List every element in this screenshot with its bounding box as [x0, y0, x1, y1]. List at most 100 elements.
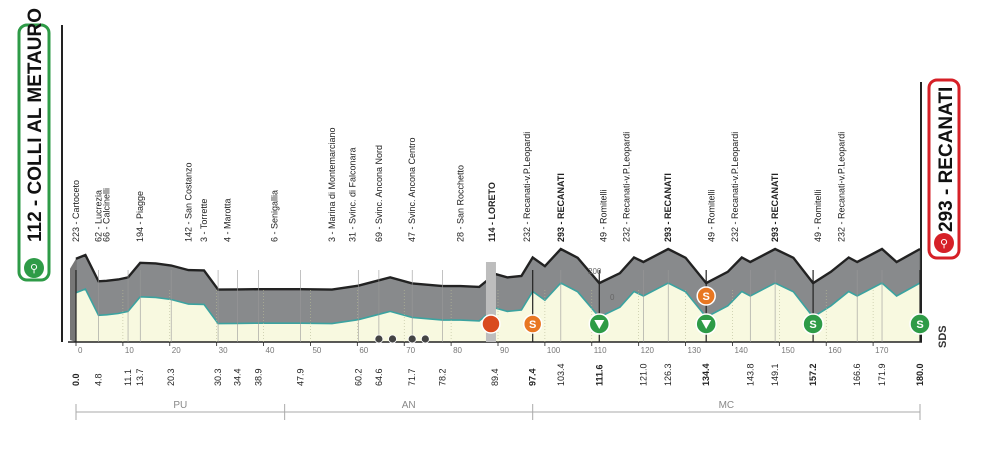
tunnel-icon — [388, 334, 397, 344]
region-label: MC — [719, 400, 735, 411]
distance-label: 13.7 — [135, 368, 145, 386]
svg-text:⚲: ⚲ — [30, 263, 38, 275]
distance-label: 121.0 — [638, 363, 648, 386]
place-label: 293 - RECANATI — [663, 173, 673, 242]
distance-label: 111.6 — [594, 364, 604, 386]
distance-label: 149.1 — [770, 363, 780, 386]
place-label: 47 - Svinc. Ancona Centro — [407, 137, 417, 242]
start-banner: 112 - COLLI AL METAURO ⚲ — [17, 8, 51, 282]
sprint-icon-letter: S — [703, 291, 710, 303]
distance-label: 157.2 — [808, 363, 818, 386]
feed-zone-band — [485, 262, 496, 342]
start-bike-icon — [24, 258, 44, 278]
distance-label: 64.6 — [374, 368, 384, 386]
tick-label: 120 — [641, 346, 655, 355]
distance-label: 97.4 — [528, 368, 538, 386]
sprint-icon — [696, 286, 716, 306]
scale-label-200: 200 — [588, 267, 602, 276]
distance-label: 47.9 — [296, 368, 306, 386]
gpm-triangle-icon — [594, 320, 605, 329]
profile-edge — [75, 282, 921, 325]
place-label: 62 - Lucrezia — [94, 190, 104, 242]
region-label: PU — [173, 400, 187, 411]
distance-label: 34.4 — [232, 368, 242, 386]
distance-label: 30.3 — [213, 368, 223, 386]
tunnel-icon — [374, 334, 384, 344]
place-label: 293 - RECANATI — [556, 173, 566, 242]
distance-label: 166.6 — [852, 363, 862, 386]
distance-label: 126.3 — [663, 363, 673, 386]
tick-label: 40 — [266, 346, 275, 355]
place-label: 293 - RECANATI — [770, 173, 780, 242]
gpm-triangle-icon — [701, 320, 712, 329]
tunnel-icon — [420, 334, 430, 344]
tick-label: 150 — [781, 346, 795, 355]
profile-ridge-line — [75, 247, 921, 291]
tick-label: 50 — [312, 346, 321, 355]
place-label: 4 - Marotta — [222, 198, 232, 242]
distance-label: 78.2 — [438, 368, 448, 386]
region-label: AN — [402, 400, 416, 411]
distance-label: 11.1 — [123, 369, 133, 386]
intermediate-sprint-letter: S — [809, 319, 816, 331]
scale-label-0: 0 — [610, 293, 615, 302]
brand-logo: SDS — [937, 325, 949, 348]
distance-label: 71.7 — [407, 368, 417, 386]
tick-label: 170 — [875, 346, 889, 355]
distance-label: 180.0 — [915, 363, 925, 386]
tick-label: 60 — [359, 346, 368, 355]
place-label: 194 - Piagge — [135, 191, 145, 242]
finish-banner: 293 - RECANATI ⚲ — [927, 78, 961, 260]
place-label: 142 - San Costanzo — [184, 162, 194, 242]
place-label: 232 - Recanati-v.P.Leopardi — [730, 132, 740, 242]
start-label: 112 - COLLI AL METAURO — [25, 8, 46, 242]
place-label: 6 - Senigallia — [269, 190, 279, 242]
finish-bike-icon — [934, 233, 954, 253]
feed-zone-icon — [481, 314, 501, 334]
distance-label: 4.8 — [94, 373, 104, 386]
place-label: 31 - Svinc. di Falconara — [348, 147, 358, 242]
tick-label: 90 — [500, 346, 509, 355]
intermediate-sprint-icon — [909, 313, 931, 335]
tick-label: 110 — [594, 346, 607, 355]
tick-label: 0 — [78, 346, 83, 355]
sprint-icon-letter: S — [529, 319, 536, 331]
place-label: 66 - Calcinelli — [101, 188, 111, 242]
place-label: 49 - Romitelli — [813, 189, 823, 242]
sprint-icon — [522, 314, 543, 334]
svg-text:⚲: ⚲ — [940, 238, 948, 250]
distance-label: 0.0 — [71, 373, 81, 386]
place-label: 28 - San Rocchetto — [455, 165, 465, 242]
place-label: 69 - Svinc. Ancona Nord — [374, 145, 384, 242]
intermediate-sprint-icon — [802, 313, 824, 335]
place-label: 3 - Torrette — [199, 199, 209, 242]
tick-label: 140 — [734, 346, 748, 355]
place-label: 114 - LORETO — [487, 182, 497, 242]
distance-label: 89.4 — [490, 368, 500, 386]
place-label: 223 - Cartoceto — [71, 180, 81, 242]
finish-label: 293 - RECANATI — [936, 87, 957, 232]
distance-label: 20.3 — [166, 368, 176, 386]
place-label: 232 - Recanati-v.P.Leopardi — [837, 132, 847, 242]
place-label: 49 - Romitelli — [706, 189, 716, 242]
place-label: 232 - Recanati-v.P.Leopardi — [522, 132, 532, 242]
distance-label: 60.2 — [353, 368, 363, 386]
tunnel-icon — [407, 334, 417, 344]
tick-label: 70 — [406, 346, 415, 355]
tick-label: 20 — [172, 346, 181, 355]
intermediate-sprint-letter: S — [916, 319, 923, 331]
distance-label: 143.8 — [745, 363, 755, 386]
finish-banner-frame — [927, 78, 961, 260]
distance-label: 103.4 — [556, 363, 566, 386]
tick-label: 80 — [453, 346, 462, 355]
start-banner-frame — [17, 23, 51, 282]
tick-label: 30 — [219, 346, 228, 355]
place-label: 3 - Marina di Montemarciano — [327, 127, 337, 242]
tick-label: 100 — [547, 346, 561, 355]
place-label: 232 - Recanati-v.P.Leopardi — [621, 132, 631, 242]
distance-label: 171.9 — [877, 363, 887, 386]
distance-label: 134.4 — [701, 363, 711, 386]
tick-label: 130 — [688, 346, 702, 355]
